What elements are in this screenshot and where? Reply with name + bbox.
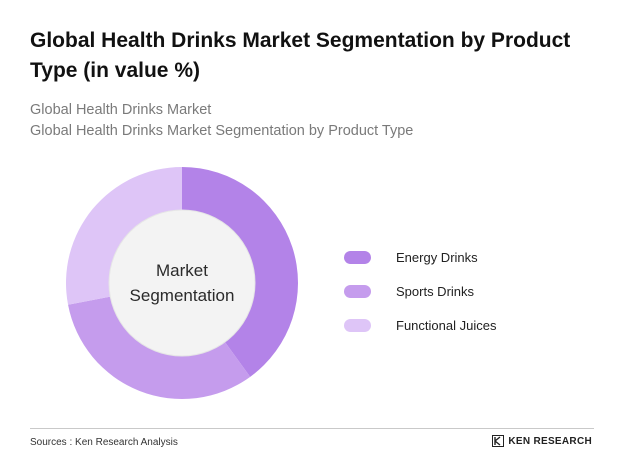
legend-label-functional-juices: Functional Juices xyxy=(396,317,497,333)
legend-swatch-functional-juices xyxy=(344,318,371,332)
legend-label-sports-drinks: Sports Drinks xyxy=(396,283,475,299)
chart-legend: Energy Drinks Sports Drinks Functional Jui… xyxy=(344,246,496,348)
chart-subtitle: Global Health Drinks Market Global Healt… xyxy=(30,100,413,142)
center-label-line-1: Market xyxy=(156,261,208,280)
slice-energy-drinks xyxy=(182,167,298,377)
donut-center-disc xyxy=(108,209,256,357)
source-note: Sources : Ken Research Analysis xyxy=(30,437,178,448)
footer-divider xyxy=(30,428,594,429)
slice-sports-drinks xyxy=(68,296,251,399)
legend-item-sports-drinks: Sports Drinks xyxy=(344,280,496,302)
center-label-line-2: Segmentation xyxy=(130,286,235,305)
chart-title: Global Health Drinks Market Segmentation… xyxy=(30,29,571,82)
subtitle-line-1: Global Health Drinks Market xyxy=(30,102,212,118)
legend-label-energy-drinks: Energy Drinks xyxy=(396,249,478,265)
slice-functional-juices xyxy=(66,167,182,305)
legend-swatch-sports-drinks xyxy=(344,284,371,298)
legend-item-energy-drinks: Energy Drinks xyxy=(344,246,496,268)
donut-slices xyxy=(66,167,298,399)
brand-name: KEN RESEARCH xyxy=(508,435,592,447)
ken-research-logo-icon xyxy=(492,435,505,447)
legend-item-functional-juices: Functional Juices xyxy=(344,314,496,336)
legend-swatch-energy-drinks xyxy=(344,250,371,264)
brand-logo: KEN RESEARCH xyxy=(492,435,592,447)
subtitle-line-2: Global Health Drinks Market Segmentation… xyxy=(30,123,414,139)
